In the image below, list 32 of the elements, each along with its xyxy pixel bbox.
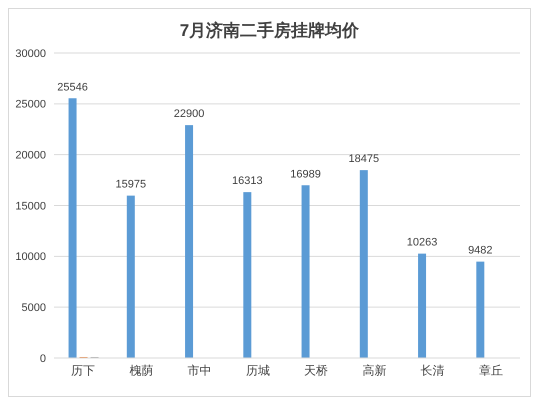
x-tick-label: 天桥 bbox=[304, 364, 328, 378]
bar bbox=[476, 262, 484, 358]
x-tick-label: 高新 bbox=[362, 364, 386, 378]
data-label: 22900 bbox=[174, 108, 204, 120]
data-label: 9482 bbox=[468, 244, 493, 257]
data-label: 15975 bbox=[116, 178, 146, 191]
x-tick-label: 市中 bbox=[188, 364, 212, 378]
data-label: 16989 bbox=[290, 168, 321, 180]
y-tick-label: 15000 bbox=[15, 200, 46, 212]
y-tick-label: 20000 bbox=[15, 150, 46, 162]
data-label: 18475 bbox=[348, 153, 380, 166]
bar bbox=[418, 254, 426, 358]
bar bbox=[68, 98, 77, 358]
bar bbox=[126, 196, 135, 358]
bar bbox=[185, 125, 194, 358]
x-tick-label: 历城 bbox=[246, 364, 270, 378]
bar bbox=[302, 185, 310, 358]
x-tick-label: 长清 bbox=[420, 364, 445, 378]
y-tick-label: 5000 bbox=[22, 302, 46, 314]
x-tick-label: 槐荫 bbox=[129, 364, 154, 378]
y-tick-label: 10000 bbox=[15, 251, 46, 264]
x-tick-label: 历下 bbox=[71, 364, 96, 378]
data-label: 10263 bbox=[406, 236, 438, 249]
data-label: 16313 bbox=[232, 175, 263, 188]
y-tick-label: 30000 bbox=[15, 48, 46, 60]
y-tick-label: 25000 bbox=[15, 98, 46, 111]
bar bbox=[360, 170, 368, 358]
y-tick-label: 0 bbox=[40, 352, 46, 365]
bar bbox=[243, 192, 252, 358]
data-label: 25546 bbox=[57, 81, 88, 94]
x-tick-label: 章丘 bbox=[478, 364, 503, 378]
chart-title: 7月济南二手房挂牌均价 bbox=[178, 20, 360, 42]
